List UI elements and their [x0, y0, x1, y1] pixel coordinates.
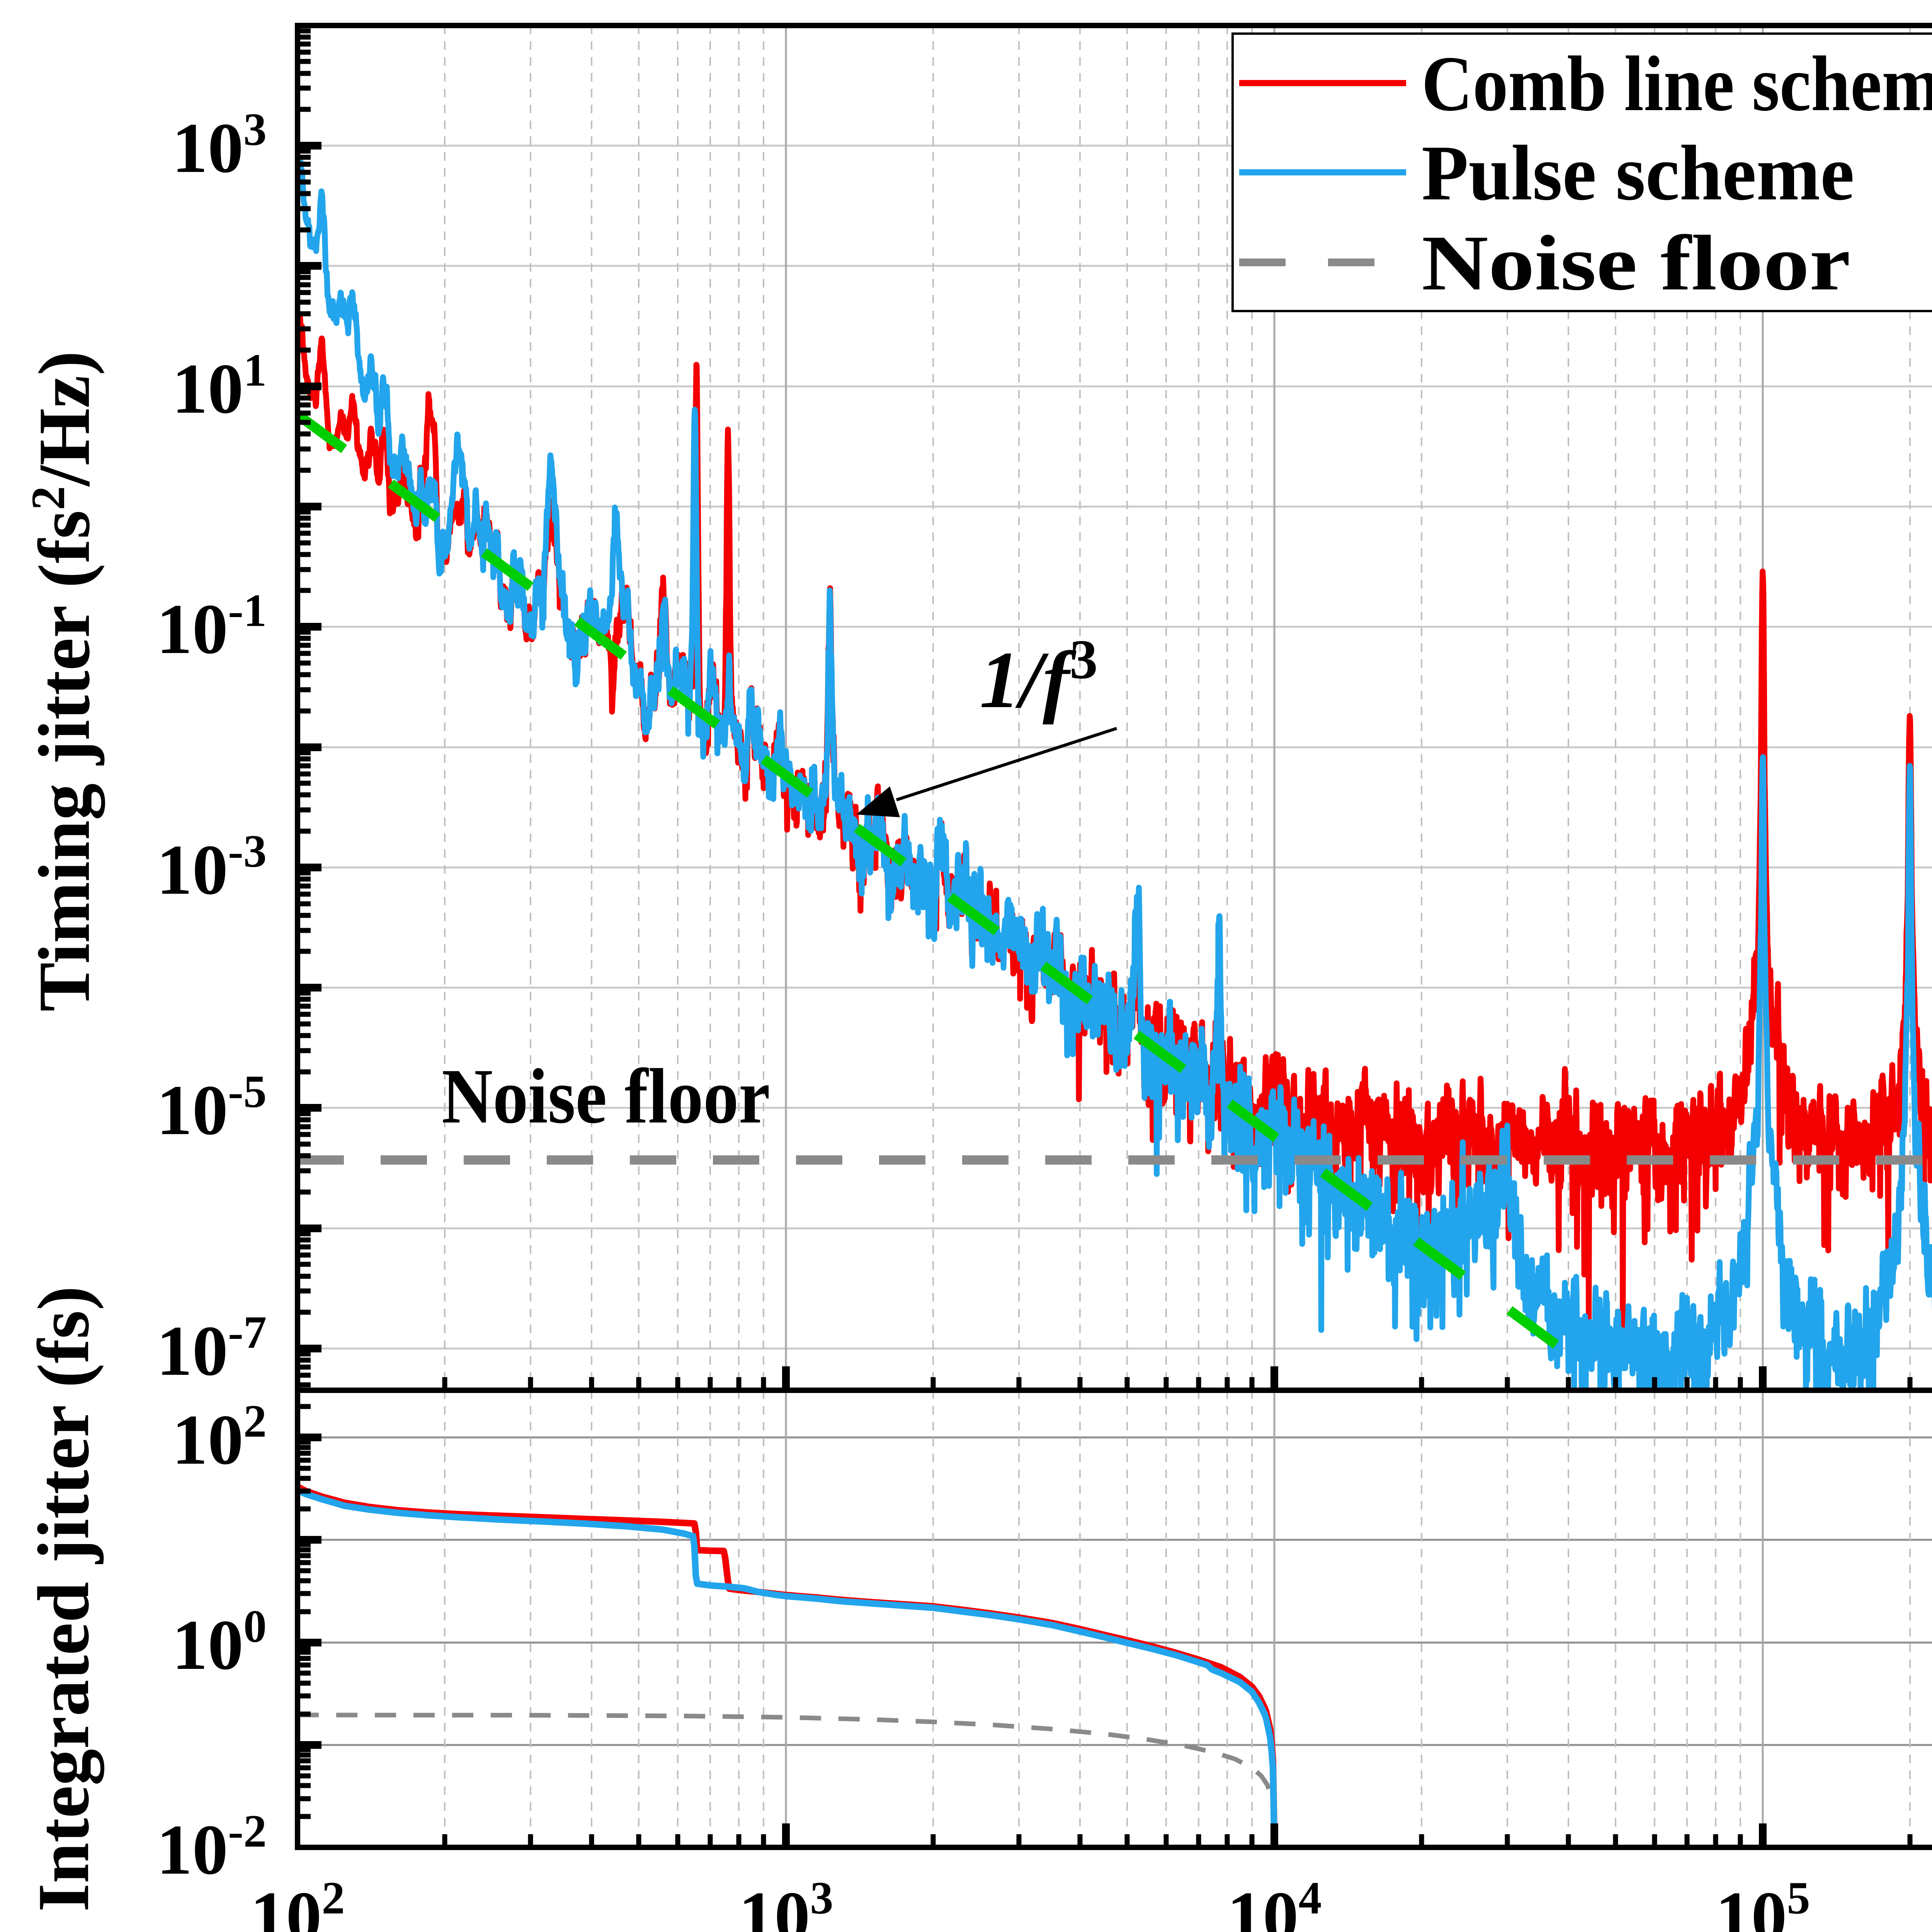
svg-text:102: 102 — [250, 1872, 345, 1932]
svg-text:Noise floor: Noise floor — [442, 1053, 770, 1139]
svg-text:100: 100 — [172, 1600, 267, 1685]
svg-text:105: 105 — [1716, 1872, 1810, 1932]
svg-text:Noise floor: Noise floor — [1422, 219, 1850, 307]
svg-text:10-2: 10-2 — [156, 1805, 267, 1889]
svg-text:Pulse scheme: Pulse scheme — [1422, 129, 1854, 217]
svg-text:Integrated jitter (fs): Integrated jitter (fs) — [23, 1286, 104, 1912]
svg-text:104: 104 — [1227, 1872, 1322, 1932]
svg-text:Comb line scheme: Comb line scheme — [1422, 40, 1932, 128]
svg-text:Timing jitter (fs2/Hz): Timing jitter (fs2/Hz) — [22, 351, 105, 1012]
svg-text:103: 103 — [739, 1872, 833, 1932]
